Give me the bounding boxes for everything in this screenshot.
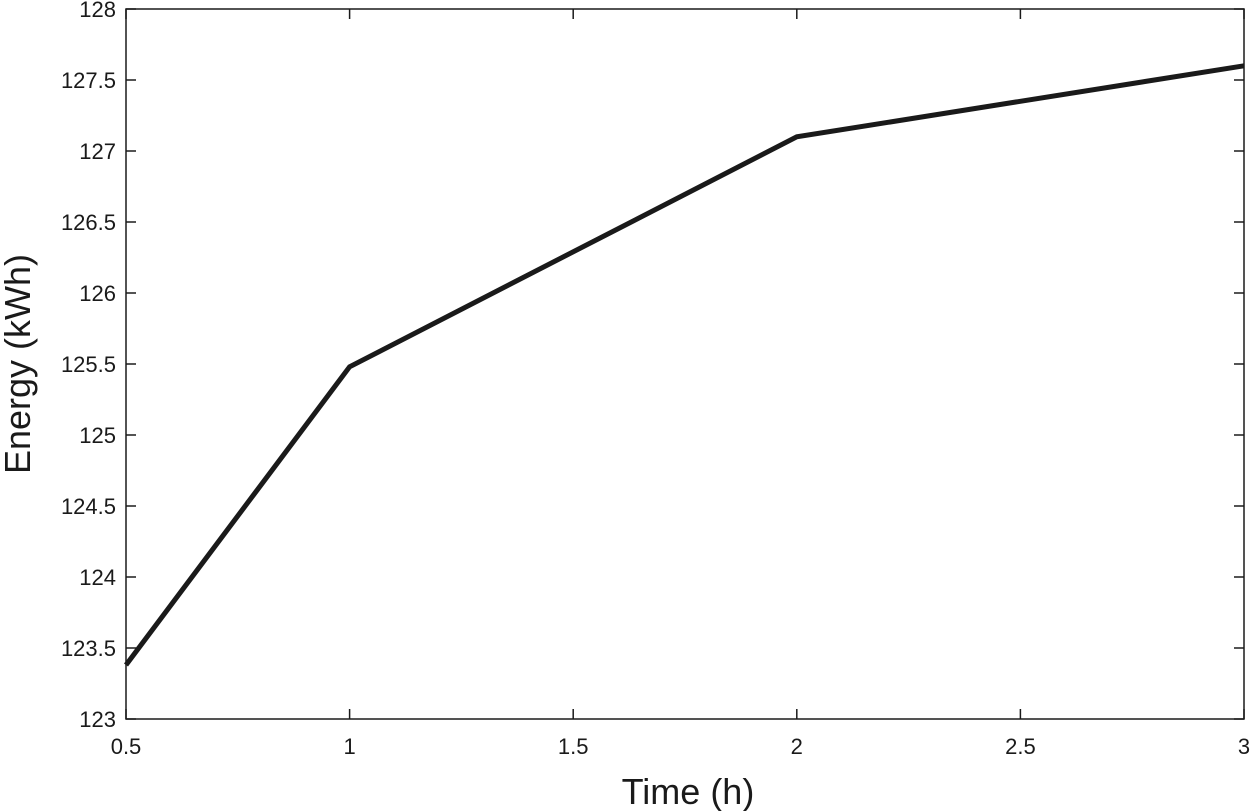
energy-line [123, 63, 1245, 667]
tick-labels: 0.5 1 1.5 2 2.5 3 123 123.5 124 124.5 125 125.5 126 1… [61, 0, 1250, 759]
plot-frame [125, 8, 1245, 720]
y-tick-label: 126.5 [61, 210, 116, 235]
y-tick-label: 126 [79, 281, 116, 306]
y-tick-label: 123 [79, 707, 116, 732]
x-tick-label: 3 [1238, 734, 1250, 759]
series-group [123, 63, 1245, 667]
x-tick-label: 0.5 [111, 734, 142, 759]
y-tick-label: 124 [79, 565, 116, 590]
y-tick-label: 127.5 [61, 68, 116, 93]
y-tick-label: 125 [79, 423, 116, 448]
x-tick-label: 1.5 [558, 734, 589, 759]
data-point [349, 366, 350, 367]
plot-area [126, 9, 1244, 719]
y-axis-label: Energy (kWh) [0, 254, 38, 474]
x-tick-label: 2 [791, 734, 803, 759]
y-tick-label: 127 [79, 139, 116, 164]
data-point [796, 136, 797, 137]
y-tick-label: 125.5 [61, 352, 116, 377]
y-tick-label: 123.5 [61, 636, 116, 661]
y-tick-label: 124.5 [61, 494, 116, 519]
x-tick-label: 1 [343, 734, 355, 759]
x-tick-label: 2.5 [1005, 734, 1036, 759]
x-axis-label: Time (h) [622, 771, 755, 811]
y-tick-label: 128 [79, 0, 116, 22]
